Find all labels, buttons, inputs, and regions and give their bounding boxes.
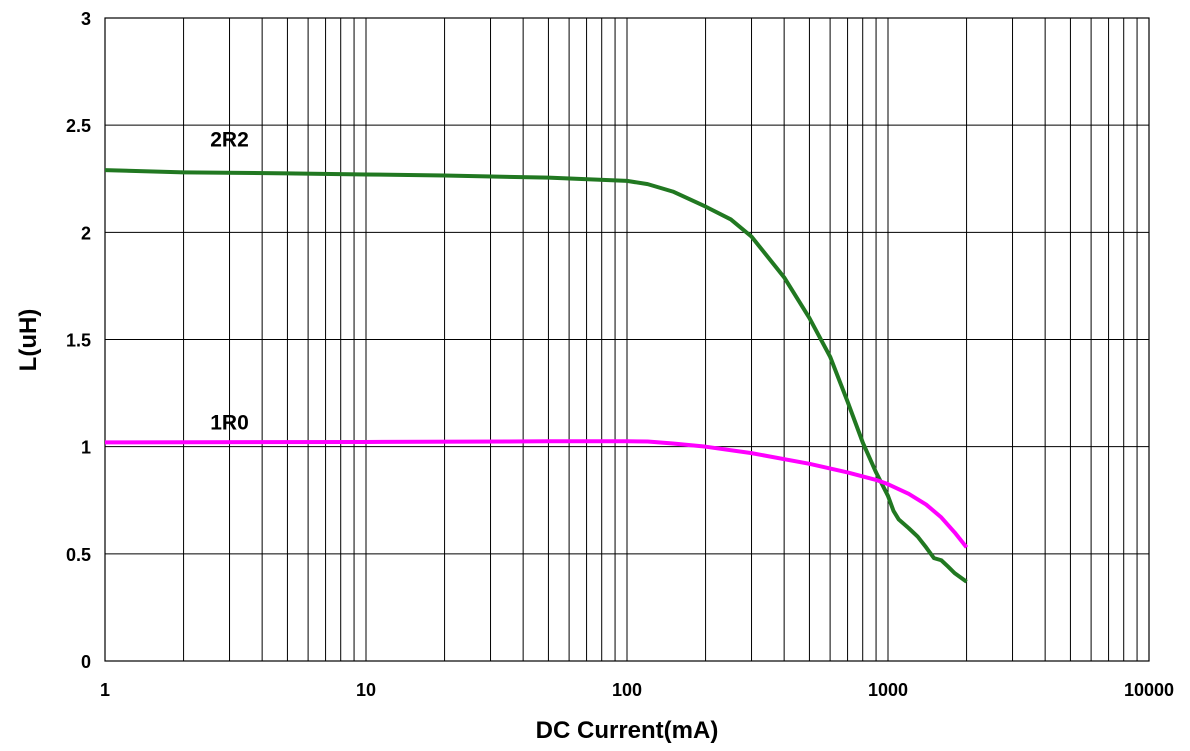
plot-frame <box>104 17 1150 662</box>
series-labels: 2R2 1R0 <box>210 129 249 435</box>
series-line-1r0 <box>104 439 969 549</box>
grid-layer <box>105 18 1149 661</box>
x-tick-label: 1 <box>100 680 110 700</box>
y-tick-label: 2 <box>81 223 91 243</box>
y-tick-label: 2.5 <box>66 116 91 136</box>
y-tick-label: 0.5 <box>66 545 91 565</box>
x-tick-label: 1000 <box>868 680 908 700</box>
x-axis-title: DC Current(mA) <box>536 717 719 744</box>
y-tick-label: 3 <box>81 9 91 29</box>
series-layer <box>104 168 969 584</box>
x-tick-label: 100 <box>612 680 642 700</box>
y-axis-title: L(uH) <box>15 309 42 372</box>
series-label-1r0: 1R0 <box>210 412 249 435</box>
y-tick-labels: 0 0.5 1 1.5 2 2.5 3 <box>66 9 91 672</box>
y-tick-label: 0 <box>81 652 91 672</box>
x-tick-label: 10000 <box>1124 680 1174 700</box>
series-label-2r2: 2R2 <box>210 129 249 152</box>
x-tick-labels: 1 10 100 1000 10000 <box>100 680 1174 700</box>
y-tick-label: 1 <box>81 438 91 458</box>
series-line-2r2 <box>104 168 968 584</box>
x-tick-label: 10 <box>356 680 376 700</box>
y-tick-label: 1.5 <box>66 331 91 351</box>
